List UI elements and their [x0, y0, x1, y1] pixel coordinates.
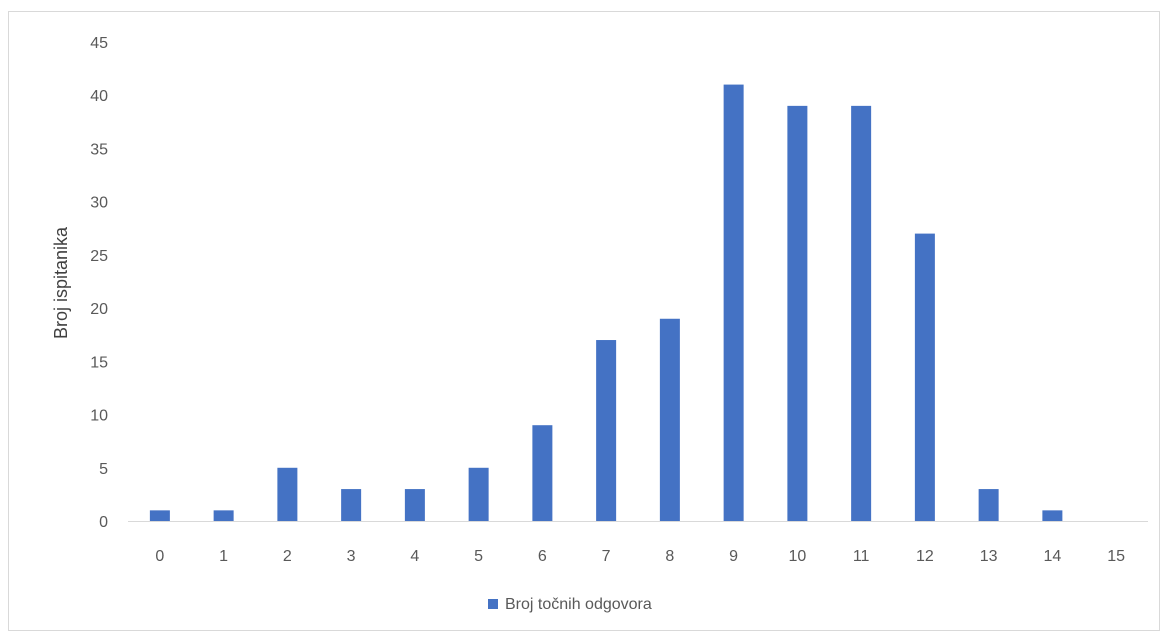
bar	[723, 84, 744, 521]
legend-swatch	[488, 599, 498, 609]
x-axis-ticks: 0 1 2 3 4 5 6 7 8 9 10 11 12 13 14 15	[155, 548, 1125, 565]
x-tick-label: 13	[980, 548, 998, 565]
bar	[978, 489, 999, 521]
y-tick-label: 15	[90, 354, 108, 371]
x-tick-label: 5	[474, 548, 483, 565]
x-tick-label: 15	[1107, 548, 1125, 565]
x-tick-label: 2	[283, 548, 292, 565]
y-tick-label: 0	[99, 514, 108, 531]
y-tick-label: 30	[90, 195, 108, 212]
y-tick-label: 35	[90, 141, 108, 158]
bar	[787, 105, 808, 522]
x-tick-label: 0	[155, 548, 164, 565]
bar	[277, 467, 298, 521]
x-tick-label: 3	[347, 548, 356, 565]
x-tick-label: 4	[410, 548, 419, 565]
bar	[851, 105, 872, 522]
y-tick-label: 5	[99, 461, 108, 478]
y-axis-title: Broj ispitanika	[51, 226, 71, 339]
bar	[596, 340, 617, 521]
bars	[149, 84, 1063, 522]
x-tick-label: 11	[853, 548, 870, 565]
chart-frame	[8, 11, 1160, 631]
y-tick-label: 25	[90, 248, 108, 265]
legend: Broj točnih odgovora	[488, 596, 652, 613]
bar	[468, 467, 489, 521]
y-tick-label: 10	[90, 408, 108, 425]
bar	[1042, 510, 1063, 521]
x-tick-label: 6	[538, 548, 547, 565]
legend-label: Broj točnih odgovora	[505, 596, 652, 613]
y-tick-label: 45	[90, 35, 108, 52]
bar	[659, 318, 680, 521]
bar	[213, 510, 234, 521]
x-tick-label: 7	[602, 548, 611, 565]
bar	[532, 425, 553, 521]
y-tick-label: 20	[90, 301, 108, 318]
y-tick-label: 40	[90, 88, 108, 105]
x-tick-label: 9	[729, 548, 738, 565]
bar	[341, 489, 362, 521]
bar	[149, 510, 170, 521]
x-tick-label: 12	[916, 548, 934, 565]
x-tick-label: 14	[1043, 548, 1061, 565]
x-tick-label: 10	[788, 548, 806, 565]
y-axis-ticks: 0 5 10 15 20 25 30 35 40 45	[90, 35, 108, 531]
x-tick-label: 1	[219, 548, 228, 565]
bar	[404, 489, 425, 521]
bar	[914, 233, 935, 521]
x-tick-label: 8	[665, 548, 674, 565]
